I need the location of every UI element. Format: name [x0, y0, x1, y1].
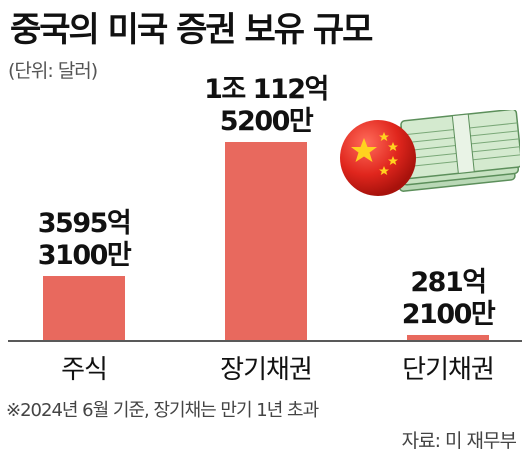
data-label-2-line-2: 5200만 — [220, 106, 314, 137]
china-flag-ball-and-dollar-bills-icon — [338, 108, 523, 210]
category-label-3: 단기채권 — [402, 355, 494, 385]
category-label-2: 장기채권 — [220, 355, 312, 385]
data-label-1-line-1: 3595억 — [38, 208, 131, 239]
data-label-3-line-1: 281억 — [410, 267, 485, 298]
chart-title: 중국의 미국 증권 보유 규모 — [10, 10, 373, 50]
bar-1 — [43, 276, 125, 340]
bar-2 — [225, 142, 307, 340]
source-note: 자료: 미 재무부 — [401, 430, 517, 452]
category-label-1: 주식 — [61, 355, 107, 385]
unit-label: (단위: 달러) — [8, 60, 98, 82]
footnote: ※2024년 6월 기준, 장기채는 만기 1년 초과 — [6, 400, 319, 421]
data-label-1-line-2: 3100만 — [38, 240, 132, 271]
data-label-3-line-2: 2100만 — [402, 299, 496, 330]
data-label-2-line-1: 1조 112억 — [204, 74, 328, 105]
bar-3 — [407, 334, 489, 340]
